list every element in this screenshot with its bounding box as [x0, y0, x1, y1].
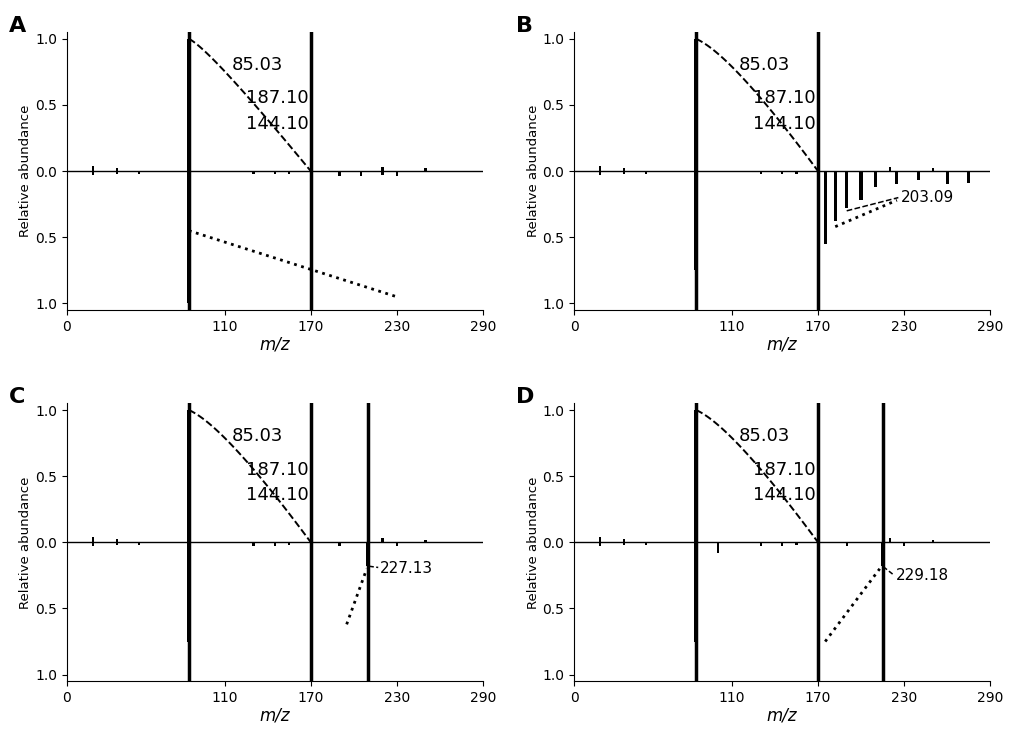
Bar	[895, 171, 898, 185]
Bar	[274, 171, 276, 174]
Text: B: B	[516, 16, 533, 36]
X-axis label: m/z: m/z	[766, 706, 797, 725]
Bar	[833, 171, 836, 222]
Bar	[116, 539, 118, 542]
Bar	[822, 171, 826, 244]
Bar	[381, 539, 383, 542]
Bar	[92, 171, 94, 175]
Bar	[186, 171, 191, 303]
Text: 227.13: 227.13	[379, 561, 432, 576]
Bar	[795, 171, 797, 174]
Bar	[381, 171, 383, 175]
Bar	[186, 542, 191, 642]
Bar	[873, 171, 876, 187]
Bar	[845, 542, 847, 546]
Text: 144.10: 144.10	[753, 115, 815, 133]
Bar	[116, 542, 118, 545]
Bar	[945, 171, 948, 185]
Bar	[644, 171, 646, 174]
Text: 187.10: 187.10	[753, 90, 815, 107]
Text: 85.03: 85.03	[231, 428, 283, 445]
Bar	[92, 542, 94, 546]
Bar	[845, 171, 848, 208]
Bar	[598, 542, 600, 546]
Text: 85.03: 85.03	[739, 428, 790, 445]
X-axis label: m/z: m/z	[260, 706, 290, 725]
Bar	[424, 539, 426, 542]
Bar	[338, 171, 340, 176]
Bar	[715, 542, 718, 553]
Bar	[759, 542, 761, 545]
Y-axis label: Relative abundance: Relative abundance	[526, 476, 539, 608]
Bar	[888, 167, 890, 171]
Bar	[395, 171, 397, 176]
Bar	[252, 171, 255, 174]
Bar	[902, 542, 904, 546]
Text: 85.03: 85.03	[739, 56, 790, 74]
Text: 144.10: 144.10	[246, 485, 309, 504]
Bar	[930, 539, 933, 542]
Bar	[966, 171, 969, 183]
Text: 187.10: 187.10	[246, 461, 309, 479]
Bar	[92, 537, 94, 542]
X-axis label: m/z: m/z	[766, 335, 797, 353]
Bar	[781, 171, 783, 174]
Bar	[310, 171, 312, 176]
Bar	[138, 542, 140, 545]
Text: 85.03: 85.03	[231, 56, 283, 74]
Bar	[381, 167, 383, 171]
Bar	[916, 171, 919, 180]
Text: 203.09: 203.09	[901, 190, 954, 205]
Text: C: C	[9, 387, 25, 407]
Bar	[623, 167, 625, 171]
Bar	[598, 537, 600, 542]
Bar	[116, 167, 118, 171]
Bar	[288, 171, 290, 174]
Bar	[186, 39, 191, 171]
Bar	[880, 542, 883, 566]
Text: 187.10: 187.10	[753, 461, 815, 479]
Bar	[186, 410, 191, 542]
Bar	[360, 171, 362, 176]
Bar	[623, 542, 625, 545]
Bar	[694, 171, 697, 270]
Bar	[795, 542, 797, 545]
Bar	[759, 171, 761, 174]
Text: 144.10: 144.10	[246, 115, 309, 133]
Bar	[116, 171, 118, 174]
Bar	[859, 171, 862, 200]
Bar	[424, 168, 426, 171]
Bar	[694, 542, 697, 642]
Bar	[138, 171, 140, 174]
Bar	[598, 166, 600, 171]
Bar	[338, 542, 340, 546]
Text: A: A	[9, 16, 25, 36]
Bar	[644, 542, 646, 545]
Bar	[694, 39, 697, 171]
Text: 144.10: 144.10	[753, 485, 815, 504]
Text: 229.18: 229.18	[895, 568, 948, 583]
Bar	[694, 410, 697, 542]
Y-axis label: Relative abundance: Relative abundance	[19, 476, 33, 608]
Bar	[888, 539, 890, 542]
Bar	[598, 171, 600, 175]
Bar	[930, 168, 933, 171]
Y-axis label: Relative abundance: Relative abundance	[526, 105, 539, 237]
Bar	[395, 542, 397, 546]
Bar	[274, 542, 276, 545]
Bar	[252, 542, 255, 545]
Bar	[623, 171, 625, 174]
X-axis label: m/z: m/z	[260, 335, 290, 353]
Bar	[92, 166, 94, 171]
Bar	[623, 539, 625, 542]
Text: D: D	[516, 387, 534, 407]
Bar	[366, 542, 370, 566]
Bar	[288, 542, 290, 545]
Bar	[781, 542, 783, 545]
Text: 187.10: 187.10	[246, 90, 309, 107]
Y-axis label: Relative abundance: Relative abundance	[19, 105, 33, 237]
